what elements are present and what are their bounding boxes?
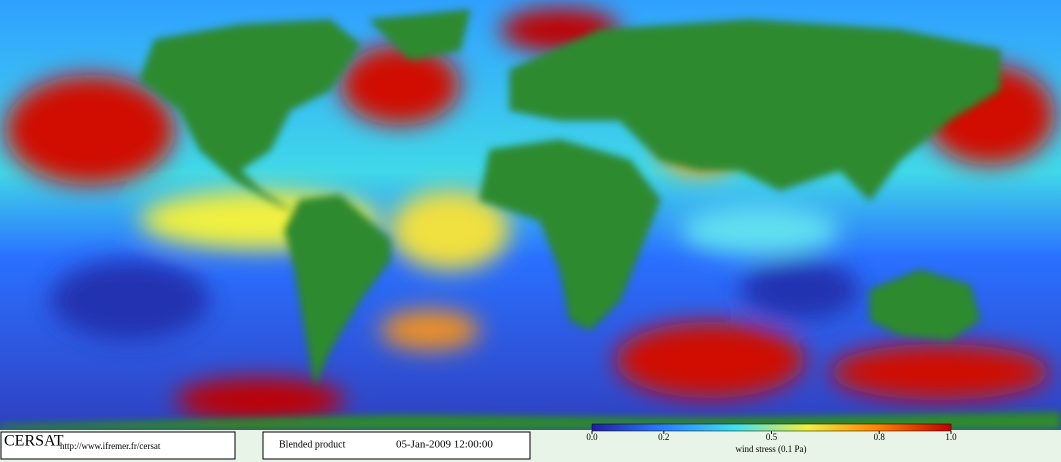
logo-box — [0, 431, 236, 460]
colorbar-tick-label: 0.0 — [586, 432, 598, 442]
colorbar-tick-label: 0.2 — [658, 432, 669, 442]
product: Blended product — [279, 439, 346, 450]
logo: CERSAT — [4, 433, 64, 450]
colorbar-tick-label: 1.0 — [945, 432, 957, 442]
land — [0, 9, 1061, 431]
colorbar-tick-label: 0.5 — [766, 432, 778, 442]
colorbar-tick-label: 0.8 — [874, 432, 886, 442]
colorbar-label: wind stress (0.1 Pa) — [736, 444, 807, 454]
url: http://www.ifremer.fr/cersat — [60, 441, 161, 451]
product-box — [262, 431, 531, 460]
date: 05-Jan-2009 12:00:00 — [396, 439, 493, 451]
colorbar — [591, 423, 952, 432]
